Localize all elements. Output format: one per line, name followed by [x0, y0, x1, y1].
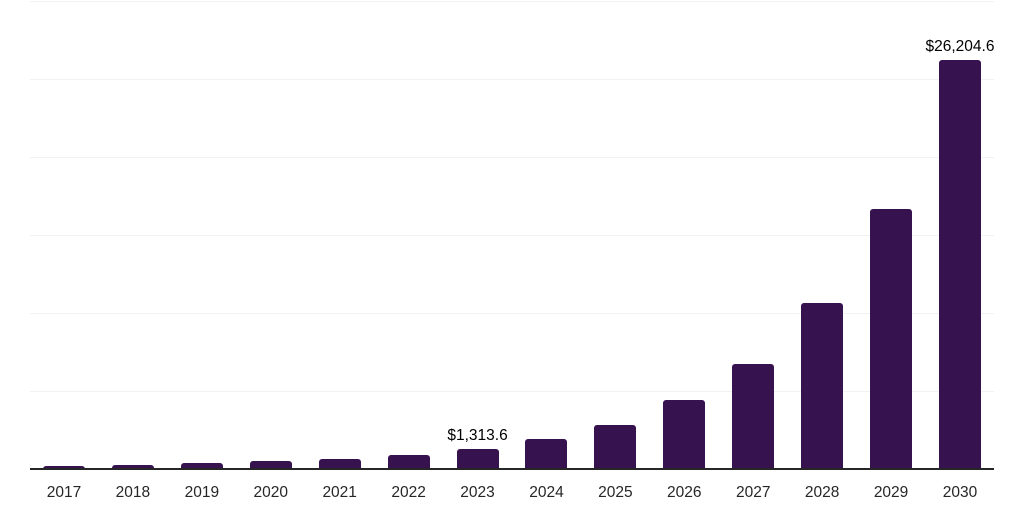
gridline — [30, 313, 994, 314]
bar-2030 — [939, 60, 981, 469]
bar-2029 — [870, 209, 913, 469]
bar-2021 — [318, 459, 361, 469]
bar-2027 — [732, 363, 775, 469]
gridline — [30, 1, 994, 2]
x-tick-label-2026: 2026 — [667, 484, 702, 501]
bar-2022 — [387, 454, 430, 469]
x-tick-label-2029: 2029 — [873, 484, 909, 501]
bar-2018 — [111, 464, 154, 469]
x-tick-label-2025: 2025 — [598, 484, 633, 501]
x-tick-label-2022: 2022 — [391, 484, 426, 501]
value-label-2030: $26,204.6 — [925, 38, 995, 56]
gridline — [30, 235, 994, 236]
bar-2019 — [180, 462, 223, 469]
bar-2020 — [249, 460, 292, 469]
gridline — [30, 79, 994, 80]
x-tick-label-2021: 2021 — [322, 484, 357, 501]
bar-2025 — [594, 424, 637, 469]
x-tick-label-2018: 2018 — [115, 484, 151, 501]
x-tick-label-2020: 2020 — [253, 484, 288, 501]
x-tick-label-2027: 2027 — [735, 484, 771, 501]
gridline — [30, 157, 994, 158]
bar-2017 — [43, 465, 85, 469]
gridline — [30, 391, 994, 392]
value-label-2023: $1,313.6 — [447, 426, 508, 444]
x-tick-label-2030: 2030 — [942, 484, 978, 501]
x-tick-label-2017: 2017 — [46, 484, 82, 501]
x-tick-label-2023: 2023 — [460, 484, 495, 501]
x-tick-label-2024: 2024 — [529, 484, 564, 501]
bar-2023 — [456, 448, 499, 469]
bar-2028 — [801, 303, 844, 469]
bar-2026 — [663, 399, 706, 469]
bar-2024 — [525, 438, 568, 469]
x-axis-line — [30, 468, 994, 470]
x-tick-label-2019: 2019 — [184, 484, 220, 501]
x-tick-label-2028: 2028 — [804, 484, 840, 501]
